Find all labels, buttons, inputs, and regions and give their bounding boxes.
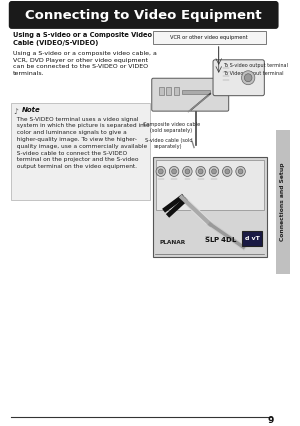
Bar [159, 87, 164, 95]
Text: Note: Note [22, 106, 41, 112]
Circle shape [209, 167, 219, 176]
Text: Connecting to Video Equipment: Connecting to Video Equipment [26, 9, 262, 22]
Bar [167, 87, 171, 95]
Circle shape [158, 169, 163, 174]
Bar [182, 90, 210, 94]
Circle shape [185, 169, 190, 174]
FancyBboxPatch shape [213, 60, 264, 96]
Text: Connections and Setup: Connections and Setup [280, 162, 285, 241]
Circle shape [236, 167, 245, 176]
Text: S-video cable (sold
separately): S-video cable (sold separately) [145, 138, 192, 149]
Bar [276, 130, 290, 274]
Circle shape [244, 74, 252, 82]
Bar [153, 158, 267, 257]
FancyBboxPatch shape [153, 32, 266, 44]
Text: 9: 9 [268, 416, 274, 425]
Text: To Video output terminal: To Video output terminal [223, 71, 283, 76]
Circle shape [156, 167, 166, 176]
Text: d vT: d vT [244, 236, 260, 241]
Circle shape [212, 169, 216, 174]
Text: $\mathbf{\widehat{S}LP}$ $\mathbf{4DL}$: $\mathbf{\widehat{S}LP}$ $\mathbf{4DL}$ [203, 234, 237, 245]
Text: ♪: ♪ [14, 106, 18, 115]
Text: PLANAR: PLANAR [160, 240, 186, 245]
Text: The S-VIDEO terminal uses a video signal
  system in which the picture is separa: The S-VIDEO terminal uses a video signal… [13, 117, 149, 169]
FancyBboxPatch shape [11, 103, 150, 200]
Bar [156, 161, 264, 210]
Text: VCR or other video equipment: VCR or other video equipment [170, 35, 248, 40]
Circle shape [225, 169, 230, 174]
Text: Using a S-video or a Composite Video
Cable (VIDEO/S-VIDEO): Using a S-video or a Composite Video Cab… [13, 32, 152, 46]
Circle shape [242, 71, 255, 85]
Text: To S-video output terminal: To S-video output terminal [223, 63, 287, 68]
Circle shape [198, 169, 203, 174]
Bar [242, 231, 262, 246]
Circle shape [223, 167, 232, 176]
FancyBboxPatch shape [9, 1, 279, 29]
Text: Composite video cable
(sold separately): Composite video cable (sold separately) [142, 121, 200, 133]
Bar [174, 87, 179, 95]
Circle shape [169, 167, 179, 176]
Text: Using a S-video or a composite video cable, a
VCR, DVD Player or other video equ: Using a S-video or a composite video cab… [13, 51, 157, 76]
Circle shape [183, 167, 192, 176]
Circle shape [172, 169, 176, 174]
Circle shape [196, 167, 206, 176]
FancyBboxPatch shape [152, 78, 229, 111]
Circle shape [238, 169, 243, 174]
